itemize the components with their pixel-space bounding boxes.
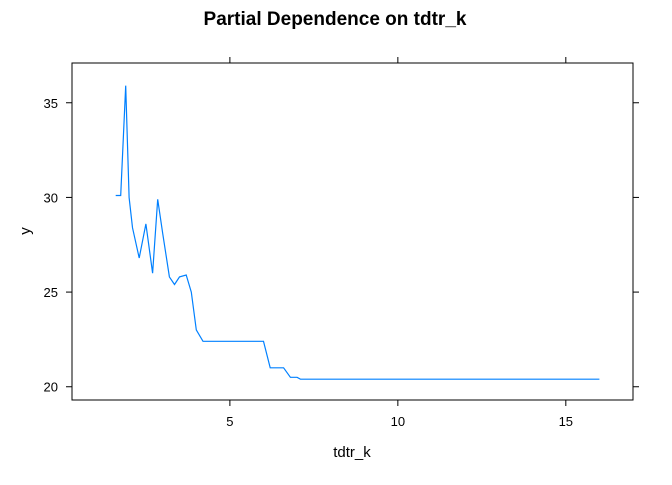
x-tick-label: 15 bbox=[559, 414, 573, 429]
chart-title: Partial Dependence on tdtr_k bbox=[204, 9, 467, 30]
y-axis-label: y bbox=[17, 227, 34, 235]
y-tick-label: 20 bbox=[44, 380, 58, 395]
y-tick-label: 25 bbox=[44, 285, 58, 300]
axis-ticks bbox=[66, 57, 639, 406]
series-line bbox=[115, 85, 600, 380]
plot-frame bbox=[71, 62, 634, 401]
x-axis-label: tdtr_k bbox=[333, 444, 371, 461]
x-tick-label: 5 bbox=[226, 414, 233, 429]
y-tick-label: 35 bbox=[44, 96, 58, 111]
y-tick-label: 30 bbox=[44, 190, 58, 205]
x-tick-label: 10 bbox=[391, 414, 405, 429]
tick-labels: 5 10 15 20 25 30 35 bbox=[44, 96, 574, 429]
